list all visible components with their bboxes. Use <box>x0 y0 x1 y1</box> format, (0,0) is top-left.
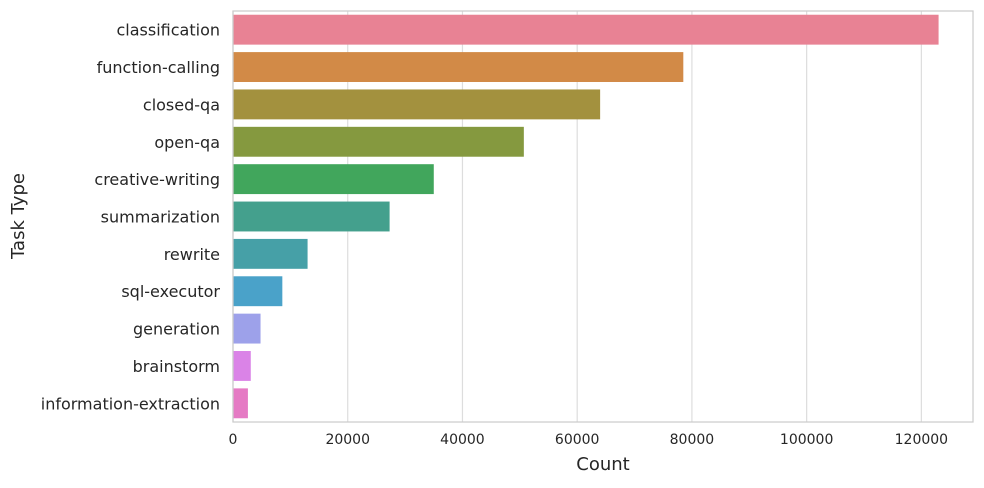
y-tick-label: function-calling <box>97 58 220 77</box>
x-axis-label: Count <box>576 454 629 475</box>
bar-information-extraction <box>233 388 248 419</box>
bar-sql-executor <box>233 276 283 307</box>
x-tick-label: 20000 <box>325 432 370 448</box>
y-tick-label: sql-executor <box>121 282 220 301</box>
y-axis-label: Task Type <box>8 173 29 260</box>
y-tick-label: creative-writing <box>94 170 220 189</box>
bar-classification <box>233 14 939 45</box>
plot-frame <box>232 10 974 423</box>
bar-closed-qa <box>233 89 601 120</box>
y-tick-label: generation <box>133 320 220 339</box>
y-tick-labels: classification function-calling closed-qa o… <box>41 21 221 414</box>
bar-generation <box>233 313 261 344</box>
y-tick-label: closed-qa <box>143 95 220 114</box>
bar-brainstorm <box>233 351 251 381</box>
y-tick-label: open-qa <box>154 133 220 152</box>
x-tick-label: 80000 <box>670 432 715 448</box>
x-tick-label: 120000 <box>895 432 948 448</box>
x-tick-label: 100000 <box>780 432 833 448</box>
bar-summarization <box>233 201 390 232</box>
x-tick-labels: 0 20000 40000 60000 80000 100000 120000 <box>229 432 949 448</box>
bar-creative-writing <box>233 164 434 195</box>
bars <box>233 14 939 419</box>
y-tick-label: summarization <box>101 208 220 227</box>
y-tick-label: classification <box>117 21 221 40</box>
bar-open-qa <box>233 126 524 157</box>
bar-function-calling <box>233 52 684 82</box>
x-tick-label: 60000 <box>555 432 600 448</box>
bar-rewrite <box>233 238 308 269</box>
y-tick-label: rewrite <box>164 245 220 264</box>
x-tick-label: 40000 <box>440 432 485 448</box>
y-tick-label: information-extraction <box>41 394 220 413</box>
x-tick-label: 0 <box>229 432 238 448</box>
y-tick-label: brainstorm <box>133 357 220 376</box>
